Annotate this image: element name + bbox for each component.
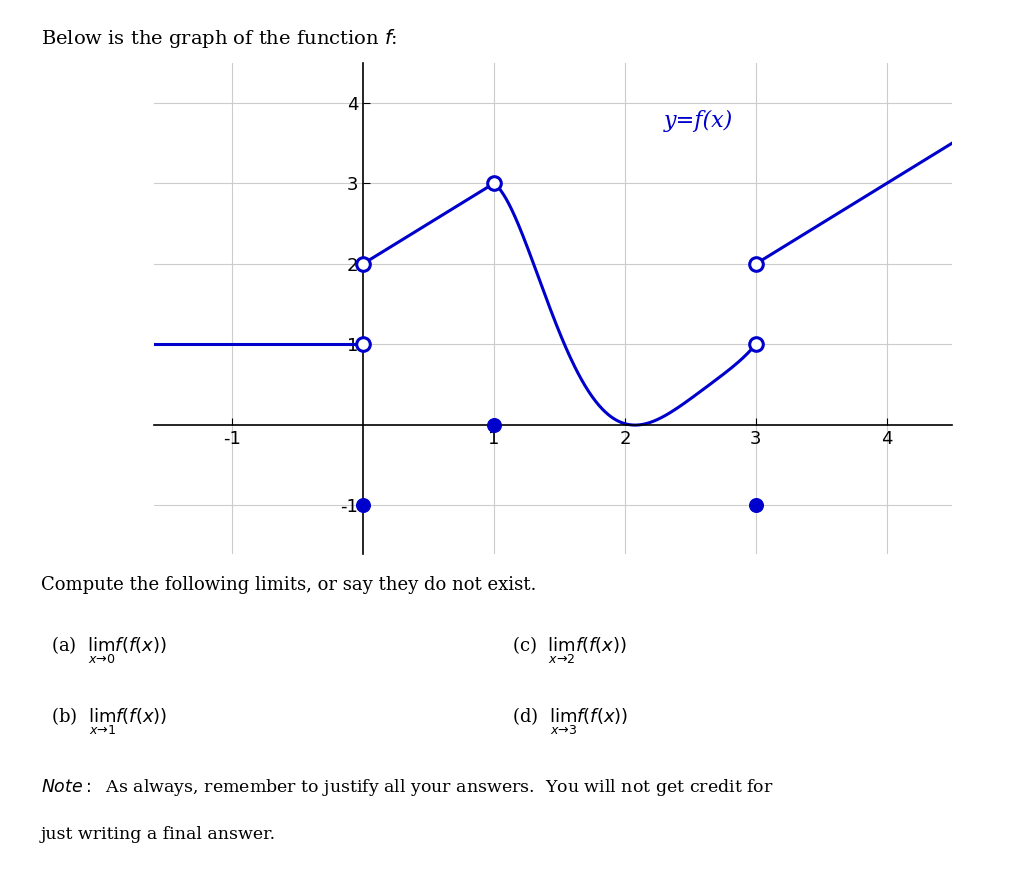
Text: (c)  $\lim_{x \to 2} f(f(x))$: (c) $\lim_{x \to 2} f(f(x))$ [512,634,627,665]
Text: just writing a final answer.: just writing a final answer. [41,826,276,843]
Point [748,338,764,352]
Text: (d)  $\lim_{x \to 3} f(f(x))$: (d) $\lim_{x \to 3} f(f(x))$ [512,705,629,737]
Text: (b)  $\lim_{x \to 1} f(f(x))$: (b) $\lim_{x \to 1} f(f(x))$ [51,705,168,737]
Text: Below is the graph of the function $f$:: Below is the graph of the function $f$: [41,27,397,50]
Point [748,498,764,513]
Text: y=f(x): y=f(x) [665,110,733,132]
Point [485,176,502,190]
Point [355,498,372,513]
Text: (a)  $\lim_{x \to 0} f(f(x))$: (a) $\lim_{x \to 0} f(f(x))$ [51,634,167,665]
Point [355,338,372,352]
Point [355,256,372,271]
Text: $\it{Note:}$  As always, remember to justify all your answers.  You will not get: $\it{Note:}$ As always, remember to just… [41,777,774,798]
Point [748,256,764,271]
Point [485,418,502,432]
Text: Compute the following limits, or say they do not exist.: Compute the following limits, or say the… [41,576,537,594]
